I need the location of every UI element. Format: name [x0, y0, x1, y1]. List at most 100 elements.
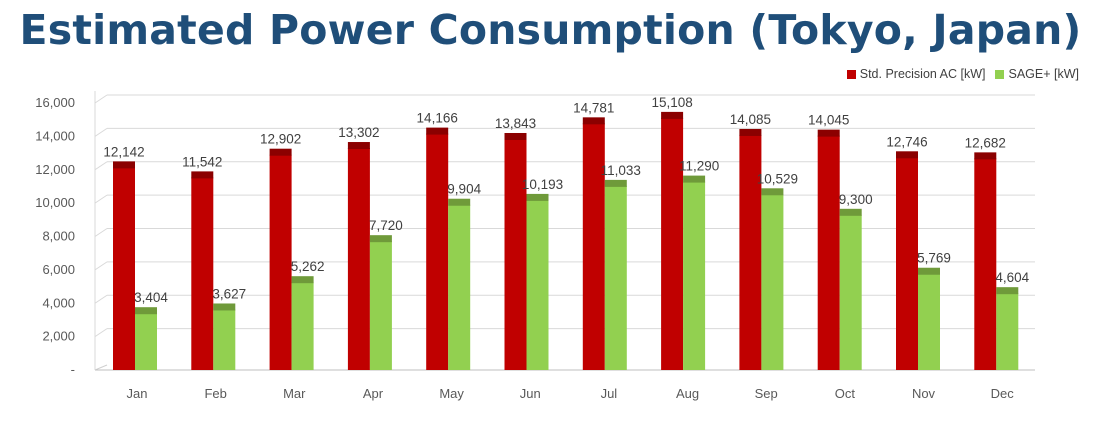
- x-tick-label: Jul: [601, 386, 618, 401]
- y-tick-label: 10,000: [35, 195, 75, 210]
- data-label-std: 12,902: [260, 132, 301, 147]
- data-label-std: 14,045: [808, 113, 849, 128]
- bar-std: [504, 138, 527, 370]
- bar-sage: [213, 309, 236, 370]
- bar-std-top: [426, 127, 449, 135]
- gridline-slant: [94, 261, 108, 271]
- bar-std: [347, 148, 370, 370]
- bar-sage-top: [291, 276, 314, 284]
- data-label-std: 12,746: [886, 134, 927, 149]
- gridline-slant: [94, 161, 108, 171]
- bar-std-top: [661, 111, 684, 119]
- bar-sage: [291, 282, 314, 370]
- bar-std-top: [896, 151, 918, 159]
- data-label-std: 13,302: [338, 125, 379, 140]
- bar-sage-top: [996, 287, 1019, 295]
- gridline-slant: [94, 94, 108, 104]
- data-label-sage: 9,904: [447, 182, 481, 197]
- data-label-std: 15,108: [651, 95, 692, 110]
- bar-sage-top: [683, 175, 706, 183]
- data-label-sage: 3,627: [212, 286, 246, 301]
- bar-sage: [526, 199, 549, 370]
- data-label-sage: 7,720: [369, 218, 403, 233]
- bar-std-top: [113, 161, 135, 169]
- bar-sage: [683, 181, 706, 370]
- data-label-sage: 3,404: [134, 290, 168, 305]
- data-label-sage: 10,193: [522, 177, 563, 192]
- bar-std: [661, 117, 684, 370]
- x-tick-label: Jun: [520, 386, 541, 401]
- x-tick-label: Nov: [912, 386, 936, 401]
- legend-item-sage: SAGE+ [kW]: [995, 67, 1079, 81]
- x-tick-label: Mar: [283, 386, 306, 401]
- bar-sage: [839, 214, 862, 370]
- x-tick-label: Aug: [676, 386, 699, 401]
- x-tick-label: Oct: [835, 386, 856, 401]
- gridline-slant: [94, 127, 108, 137]
- data-label-std: 13,843: [495, 116, 536, 131]
- bar-std: [817, 135, 840, 370]
- bar-sage: [369, 241, 392, 370]
- y-tick-label: 12,000: [35, 162, 75, 177]
- bar-std-top: [582, 117, 605, 125]
- legend-swatch-sage: [995, 69, 1005, 79]
- bar-std-top: [347, 142, 370, 150]
- y-tick-label: -: [71, 362, 75, 377]
- bar-sage: [604, 185, 627, 370]
- bar-std-top: [974, 152, 997, 160]
- data-label-std: 14,166: [417, 111, 458, 126]
- bar-std-top: [504, 132, 527, 140]
- bar-sage-top: [448, 198, 471, 206]
- y-tick-label: 2,000: [42, 329, 75, 344]
- bar-std: [113, 167, 135, 370]
- bar-sage: [135, 313, 157, 370]
- y-tick-label: 6,000: [42, 262, 75, 277]
- bar-std-top: [817, 129, 840, 137]
- x-tick-label: Jan: [127, 386, 148, 401]
- legend-swatch-std: [846, 69, 856, 79]
- x-tick-label: Feb: [204, 386, 226, 401]
- data-label-sage: 10,529: [757, 171, 798, 186]
- bar-std-top: [191, 171, 214, 179]
- chart-title: Estimated Power Consumption (Tokyo, Japa…: [19, 6, 1082, 54]
- y-tick-label: 8,000: [42, 229, 75, 244]
- gridline-slant: [94, 328, 108, 338]
- bar-sage-top: [369, 235, 392, 243]
- bar-sage-top: [918, 267, 940, 275]
- legend-label-sage: SAGE+ [kW]: [1008, 67, 1079, 81]
- legend-label-std: Std. Precision AC [kW]: [859, 67, 986, 81]
- data-label-std: 12,682: [965, 135, 1006, 150]
- data-label-sage: 4,604: [995, 270, 1029, 285]
- bar-sage: [996, 293, 1019, 370]
- bar-std: [739, 134, 762, 370]
- bar-sage-top: [839, 208, 862, 216]
- gridline-slant: [94, 294, 108, 304]
- bar-std: [426, 133, 449, 370]
- x-tick-label: Dec: [991, 386, 1015, 401]
- bar-std: [974, 158, 997, 370]
- data-label-sage: 5,262: [291, 259, 325, 274]
- data-label-sage: 5,769: [917, 251, 951, 266]
- bar-sage-top: [135, 307, 157, 315]
- x-tick-label: Apr: [363, 386, 384, 401]
- data-label-std: 12,142: [103, 144, 144, 159]
- bar-std-top: [739, 128, 762, 136]
- bar-sage-top: [604, 179, 627, 187]
- bar-sage: [761, 194, 784, 370]
- axis-floor-edge: [94, 364, 108, 371]
- bar-std-top: [269, 148, 292, 156]
- bar-sage: [918, 273, 940, 370]
- y-tick-label: 16,000: [35, 95, 75, 110]
- data-label-sage: 11,290: [679, 159, 719, 174]
- bar-std: [896, 157, 918, 370]
- chart-legend: Std. Precision AC [kW] SAGE+ [kW]: [846, 67, 1079, 81]
- bar-std: [582, 123, 605, 370]
- gridline-slant: [94, 194, 108, 204]
- y-tick-label: 14,000: [35, 128, 75, 143]
- bar-std: [191, 177, 214, 370]
- data-label-sage: 11,033: [601, 163, 641, 178]
- bar-sage: [448, 204, 471, 370]
- data-label-std: 14,085: [730, 112, 771, 127]
- bar-sage-top: [761, 188, 784, 196]
